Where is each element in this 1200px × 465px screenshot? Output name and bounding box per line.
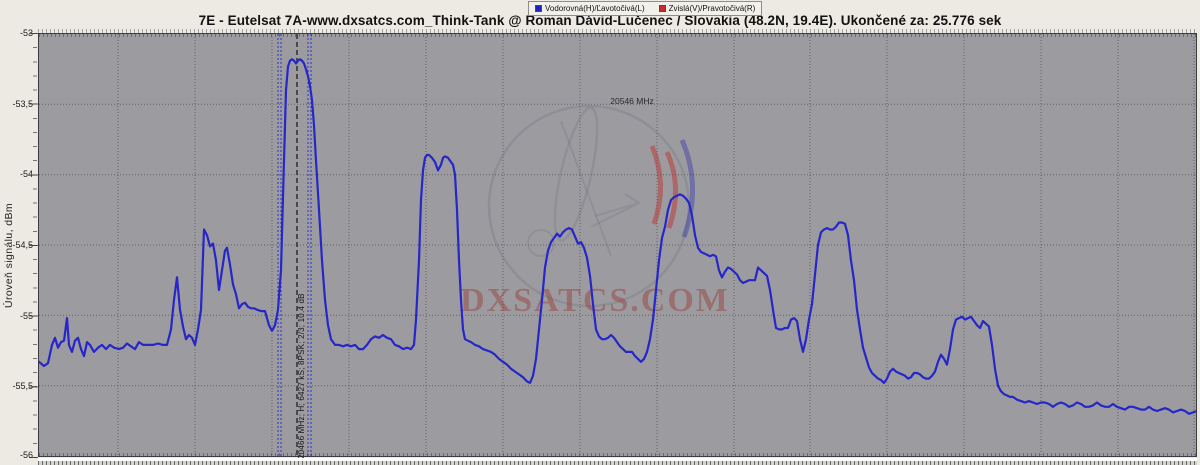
y-tick-label: -53 xyxy=(19,28,33,38)
y-tick-label: -55,5 xyxy=(12,381,33,391)
x-axis-bottom-ticks xyxy=(38,461,1197,465)
watermark-dish xyxy=(553,106,599,242)
y-axis-major-ticks xyxy=(29,33,38,458)
page-title: 7E - Eutelsat 7A-www.dxsatcs.com_Think-T… xyxy=(198,13,1002,28)
y-tick-label: -53,5 xyxy=(12,99,33,109)
y-axis-title: Úroveň signálu, dBm xyxy=(3,202,15,308)
x-axis-top-ticks xyxy=(38,29,1197,33)
plot-area[interactable]: DXSATCS.COM xyxy=(38,33,1197,457)
y-tick-label: -55 xyxy=(19,311,33,321)
y-tick-label: -54,5 xyxy=(12,240,33,250)
watermark-mast xyxy=(560,120,612,257)
center-frequency-label: 20546 MHz xyxy=(610,96,654,106)
legend-swatch-blue-icon xyxy=(535,5,542,12)
legend-swatch-red-icon xyxy=(658,5,666,12)
watermark-red-stripe xyxy=(649,145,663,225)
watermark-small-circle xyxy=(527,229,555,257)
watermark-red-stripe xyxy=(664,150,679,229)
y-tick-label: -56 xyxy=(19,450,33,460)
plot-inner-top-ticks xyxy=(39,34,1196,37)
watermark-arrow xyxy=(590,193,642,228)
legend-item-horizontal-polarization[interactable]: Vodorovná(H)/Ľavotočivá(L) xyxy=(535,3,645,13)
spectrum-trace xyxy=(39,58,1196,415)
legend: Vodorovná(H)/Ľavotočivá(L) Zvislá(V)/Pra… xyxy=(528,1,763,16)
watermark-group: DXSATCS.COM xyxy=(460,104,728,319)
legend-label-horizontal: Vodorovná(H)/Ľavotočivá(L) xyxy=(545,3,645,13)
y-tick-label: -54 xyxy=(19,169,33,179)
plot-inner-bottom-ticks xyxy=(39,453,1196,456)
transponder-annotation-text: 20466 MHz; H; 6427 kS; 8PSK; 2/3; 10.4 d… xyxy=(297,293,306,459)
spectrum-chart: DXSATCS.COM xyxy=(39,34,1196,456)
legend-item-vertical-polarization[interactable]: Zvislá(V)/Pravotočivá(R) xyxy=(658,3,756,13)
x-axis-strip xyxy=(38,458,1197,465)
watermark-blue-stripe xyxy=(679,139,696,238)
legend-label-vertical: Zvislá(V)/Pravotočivá(R) xyxy=(668,3,756,13)
